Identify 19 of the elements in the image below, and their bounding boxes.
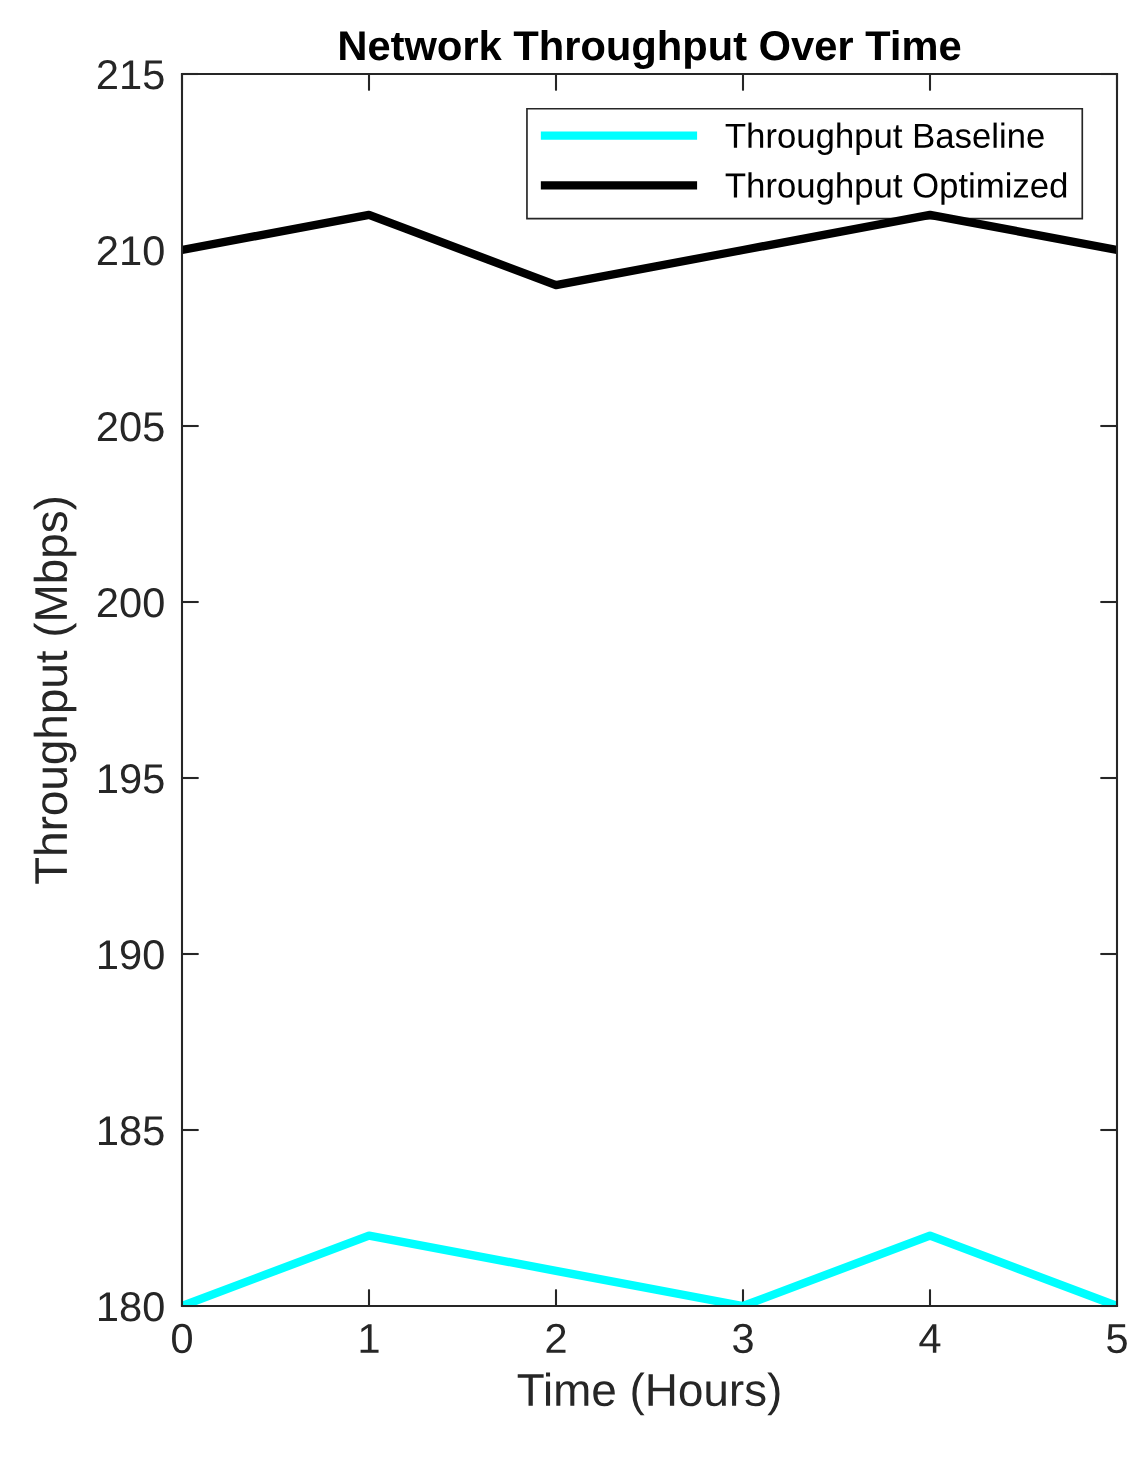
chart-title: Network Throughput Over Time: [340, 29, 961, 69]
x-tick-label: 3: [733, 1323, 753, 1354]
y-tick-label: 205: [97, 412, 164, 442]
x-axis-title: Time (Hours): [517, 1372, 780, 1416]
x-tick-label: 2: [546, 1323, 566, 1353]
x-tick-label: 5: [1107, 1324, 1127, 1354]
y-tick-label: 180: [99, 1292, 164, 1322]
y-tick-label: 195: [99, 764, 164, 794]
y-tick-label: 215: [97, 60, 164, 90]
x-tick-label: 0: [172, 1323, 192, 1354]
legend-label: Throughput Optimized: [725, 172, 1067, 205]
y-tick-label: 200: [97, 588, 164, 618]
x-tick-label: 4: [919, 1324, 941, 1353]
legend-label: Throughput Baseline: [725, 122, 1044, 155]
x-tick-label: 1: [360, 1324, 379, 1353]
y-tick-label: 210: [97, 236, 164, 266]
y-axis-title: Throughput (Mbps): [33, 497, 77, 884]
y-tick-label: 190: [99, 940, 164, 970]
y-tick-label: 185: [99, 1116, 164, 1146]
